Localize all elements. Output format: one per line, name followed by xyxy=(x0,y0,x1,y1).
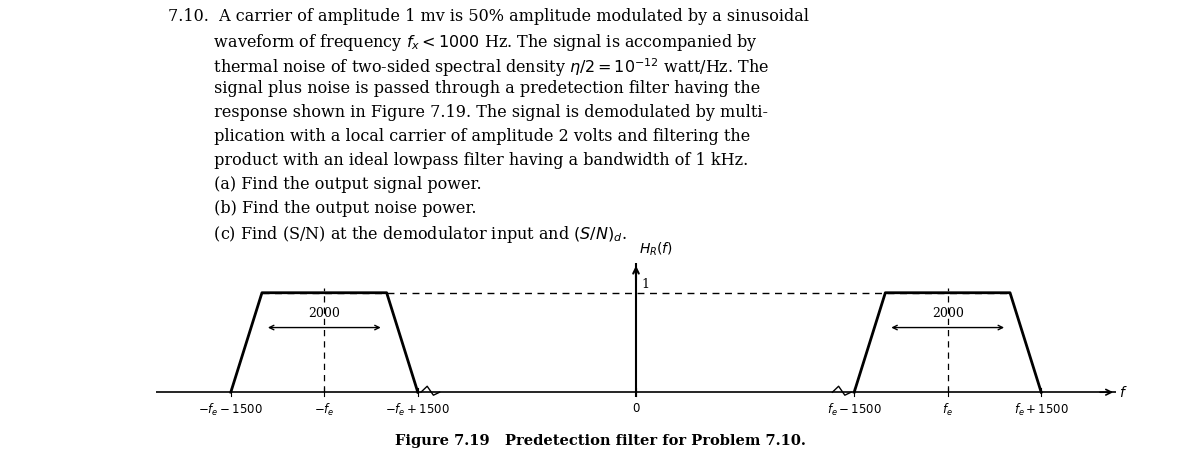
Text: 2000: 2000 xyxy=(308,306,341,320)
Text: $-f_e + 1500$: $-f_e + 1500$ xyxy=(385,402,450,418)
Text: waveform of frequency $f_x < 1000$ Hz. The signal is accompanied by: waveform of frequency $f_x < 1000$ Hz. T… xyxy=(168,32,758,53)
Text: (c) Find (S/N) at the demodulator input and $(S/N)_d$.: (c) Find (S/N) at the demodulator input … xyxy=(168,224,626,245)
Text: product with an ideal lowpass filter having a bandwidth of 1 kHz.: product with an ideal lowpass filter hav… xyxy=(168,152,749,169)
Text: (b) Find the output noise power.: (b) Find the output noise power. xyxy=(168,200,476,217)
Text: $f$: $f$ xyxy=(1120,385,1128,400)
Text: $f_e + 1500$: $f_e + 1500$ xyxy=(1014,402,1069,418)
Text: $-f_e - 1500$: $-f_e - 1500$ xyxy=(198,402,263,418)
Text: $-f_e$: $-f_e$ xyxy=(314,402,335,418)
Text: Figure 7.19   Predetection filter for Problem 7.10.: Figure 7.19 Predetection filter for Prob… xyxy=(395,434,805,448)
Text: response shown in Figure 7.19. The signal is demodulated by multi-: response shown in Figure 7.19. The signa… xyxy=(168,104,768,121)
Text: signal plus noise is passed through a predetection filter having the: signal plus noise is passed through a pr… xyxy=(168,80,761,97)
Text: (a) Find the output signal power.: (a) Find the output signal power. xyxy=(168,176,481,193)
Text: $f_e - 1500$: $f_e - 1500$ xyxy=(827,402,882,418)
Text: 1: 1 xyxy=(641,278,649,291)
Text: 2000: 2000 xyxy=(931,306,964,320)
Text: $H_R(f)$: $H_R(f)$ xyxy=(640,240,673,258)
Text: $f_e$: $f_e$ xyxy=(942,402,953,418)
Text: thermal noise of two-sided spectral density $\eta/2 = 10^{-12}$ watt/Hz. The: thermal noise of two-sided spectral dens… xyxy=(168,56,769,79)
Text: plication with a local carrier of amplitude 2 volts and filtering the: plication with a local carrier of amplit… xyxy=(168,128,750,145)
Text: $0$: $0$ xyxy=(631,402,641,415)
Text: 7.10.  A carrier of amplitude 1 mv is 50% amplitude modulated by a sinusoidal: 7.10. A carrier of amplitude 1 mv is 50%… xyxy=(168,8,809,25)
